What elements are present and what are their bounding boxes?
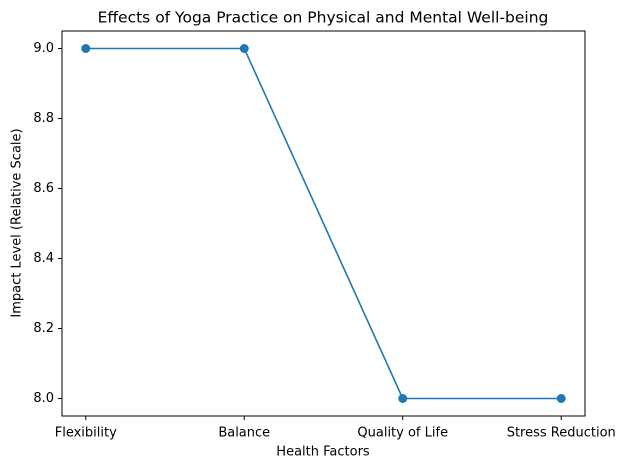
y-tick-label: 8.6 <box>33 181 54 196</box>
line <box>85 47 562 400</box>
marker <box>556 394 566 403</box>
y-axis-label: Impact Level (Relative Scale) <box>10 128 25 317</box>
x-tick-label: Balance <box>218 426 270 441</box>
chart-title: Effects of Yoga Practice on Physical and… <box>98 9 549 27</box>
marker <box>239 44 249 53</box>
x-tick-label: Stress Reduction <box>507 426 616 441</box>
x-tick-label: Flexibility <box>55 426 117 441</box>
marker <box>81 44 91 53</box>
x-tick-label: Quality of Life <box>357 426 448 441</box>
y-tick-label: 8.2 <box>33 321 54 336</box>
y-tick-label: 8.4 <box>33 251 54 266</box>
plot-frame <box>61 30 586 417</box>
y-tick-label: 8.0 <box>33 391 54 406</box>
y-tick-label: 9.0 <box>33 41 54 56</box>
marker <box>398 394 408 403</box>
y-tick-label: 8.8 <box>33 111 54 126</box>
x-axis-label: Health Factors <box>276 445 370 460</box>
